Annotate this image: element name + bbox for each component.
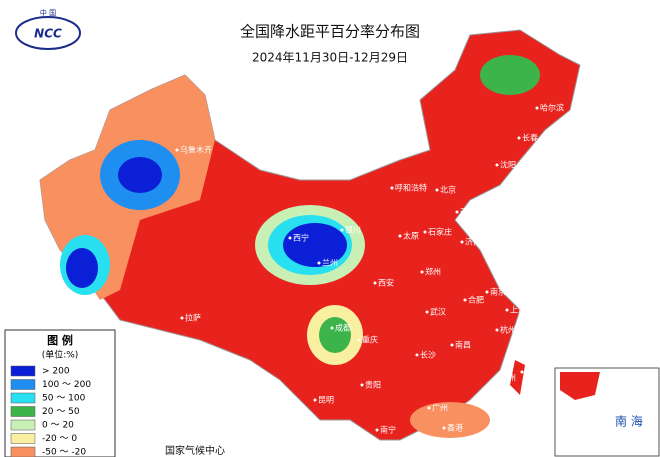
city-label: 天津 bbox=[460, 207, 476, 217]
city-label: 北京 bbox=[440, 185, 456, 195]
city-dot bbox=[330, 326, 334, 330]
city-dot bbox=[375, 428, 379, 432]
city-dot bbox=[390, 186, 394, 190]
city-label: 呼和浩特 bbox=[395, 183, 427, 193]
city-dot bbox=[360, 383, 364, 387]
city-label: 成都 bbox=[335, 323, 351, 333]
legend-swatch bbox=[10, 365, 36, 377]
city-dot bbox=[495, 376, 499, 380]
legend-swatch bbox=[10, 446, 36, 457]
south-sea-inset: 南 海 bbox=[554, 367, 660, 457]
inset-label: 南 海 bbox=[615, 414, 643, 429]
legend-label: -50 ～ -20 bbox=[42, 448, 86, 457]
city-label: 太原 bbox=[403, 231, 419, 241]
city-dot bbox=[288, 236, 292, 240]
legend-label: 100 ～ 200 bbox=[42, 380, 91, 390]
legend-swatch bbox=[10, 392, 36, 404]
logo: 中 国 NCC bbox=[15, 8, 81, 50]
city-dot bbox=[460, 240, 464, 244]
legend-title: 图 例 bbox=[47, 333, 73, 347]
city-label: 石家庄 bbox=[428, 227, 452, 237]
city-dot bbox=[313, 398, 317, 402]
city-dot bbox=[455, 210, 459, 214]
city-dot bbox=[495, 328, 499, 332]
city-dot bbox=[175, 148, 179, 152]
legend-swatch bbox=[10, 433, 36, 444]
city-dot bbox=[485, 290, 489, 294]
city-label: 郑州 bbox=[425, 267, 441, 277]
city-dot bbox=[373, 281, 377, 285]
city-label: 上海 bbox=[510, 305, 526, 315]
city-dot bbox=[442, 426, 446, 430]
city-dot bbox=[517, 136, 521, 140]
city-label: 台北 bbox=[525, 367, 541, 377]
legend-label: 0 ～ 20 bbox=[42, 421, 74, 431]
city-label: 香港 bbox=[447, 423, 463, 433]
china-map bbox=[39, 29, 581, 441]
city-label: 济南 bbox=[465, 237, 481, 247]
map-subtitle: 2024年11月30日-12月29日 bbox=[252, 51, 408, 65]
city-dot bbox=[427, 406, 431, 410]
city-dot bbox=[180, 316, 184, 320]
city-label: 南昌 bbox=[455, 340, 471, 350]
city-dot bbox=[535, 106, 539, 110]
city-label: 兰州 bbox=[322, 258, 338, 268]
city-label: 银川 bbox=[345, 225, 361, 235]
city-label: 武汉 bbox=[430, 307, 446, 317]
legend: 图 例 (单位:%) > 200 100 ～ 200 50 ～ 100 20 ～ 50… bbox=[4, 329, 116, 457]
legend-swatch bbox=[10, 379, 36, 390]
city-label: 长沙 bbox=[420, 350, 436, 360]
city-dot bbox=[340, 228, 344, 232]
legend-swatch bbox=[10, 406, 36, 417]
city-label: 南京 bbox=[490, 287, 506, 297]
legend-label: -20 ～ 0 bbox=[42, 434, 77, 444]
city-label: 西宁 bbox=[293, 233, 309, 243]
city-label: 拉萨 bbox=[185, 313, 201, 323]
legend-label: > 200 bbox=[42, 367, 70, 377]
legend-label: 50 ～ 100 bbox=[42, 394, 86, 404]
city-dot bbox=[463, 298, 467, 302]
city-dot bbox=[357, 338, 361, 342]
city-label: 福州 bbox=[500, 374, 516, 383]
city-dot bbox=[520, 370, 524, 374]
city-label: 杭州 bbox=[500, 325, 516, 335]
city-dot bbox=[450, 343, 454, 347]
logo-text: NCC bbox=[34, 27, 62, 41]
city-label: 沈阳 bbox=[500, 160, 516, 170]
city-label: 乌鲁木齐 bbox=[180, 145, 212, 155]
city-label: 哈尔滨 bbox=[540, 103, 564, 113]
city-label: 长春 bbox=[522, 133, 538, 143]
city-label: 贵阳 bbox=[365, 380, 381, 390]
logo-top: 中 国 bbox=[40, 8, 56, 17]
legend-label: 20 ～ 50 bbox=[42, 407, 80, 417]
city-label: 合肥 bbox=[468, 295, 484, 305]
city-label: 广州 bbox=[432, 403, 448, 413]
city-label: 南宁 bbox=[380, 425, 396, 435]
city-label: 昆明 bbox=[318, 396, 334, 405]
city-dot bbox=[495, 163, 499, 167]
city-dot bbox=[317, 261, 321, 265]
city-label: 西安 bbox=[378, 278, 394, 288]
city-dot bbox=[435, 188, 439, 192]
city-dot bbox=[505, 308, 509, 312]
city-dot bbox=[398, 234, 402, 238]
city-dot bbox=[415, 353, 419, 357]
map-title: 全国降水距平百分率分布图 bbox=[240, 23, 420, 41]
city-label: 重庆 bbox=[362, 335, 378, 345]
source: 国家气候中心 bbox=[165, 444, 225, 457]
legend-unit: (单位:%) bbox=[42, 349, 79, 361]
city-dot bbox=[425, 310, 429, 314]
legend-swatch bbox=[10, 419, 36, 431]
city-dot bbox=[423, 230, 427, 234]
city-dot bbox=[420, 270, 424, 274]
